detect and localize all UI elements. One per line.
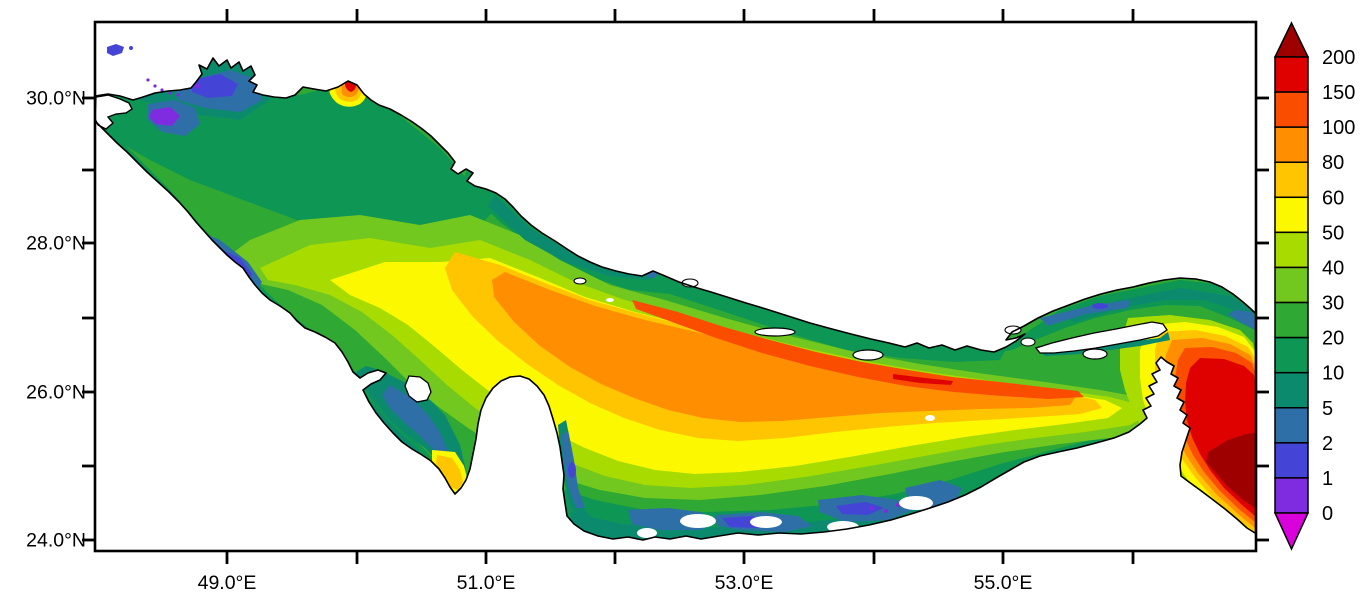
coastal-island-1 xyxy=(852,349,884,361)
y-axis-tick-label: 24.0°N xyxy=(26,530,86,552)
colorbar-tick-label: 80 xyxy=(1322,152,1344,174)
white-patch-south-1 xyxy=(680,514,716,528)
colorbar-tick-label: 100 xyxy=(1322,117,1355,139)
white-fleck-1 xyxy=(606,298,614,302)
coastal-island-4 xyxy=(1020,337,1036,347)
marsh-violet-dot-1 xyxy=(146,78,150,82)
coastal-island-6 xyxy=(573,277,587,285)
salwa-hotspot-amber xyxy=(436,455,463,490)
x-axis-tick-label: 53.0°E xyxy=(715,572,774,594)
colorbar-band xyxy=(1274,442,1309,479)
violet-dot-2 xyxy=(884,509,888,513)
colorbar-tick-label: 50 xyxy=(1322,222,1344,244)
x-axis-tick-label: 55.0°E xyxy=(974,572,1033,594)
deepblue-patch-south-2 xyxy=(836,502,884,515)
colorbar-tick-label: 2 xyxy=(1322,433,1333,455)
colorbar-band xyxy=(1274,407,1309,444)
y-axis-tick-label: 26.0°N xyxy=(26,382,86,404)
blue-patch-bahrain xyxy=(382,385,452,470)
deepblue-dot-qatar xyxy=(568,462,576,478)
colorbar-band xyxy=(1274,56,1309,93)
colorbar-tick-label: 5 xyxy=(1322,398,1333,420)
white-patch-south-5 xyxy=(637,528,657,538)
colorbar-band xyxy=(1274,477,1309,514)
hormuz-band-gt200 xyxy=(1206,433,1255,508)
bahrain-island xyxy=(404,375,432,403)
colorbar-tick-label: 200 xyxy=(1322,47,1355,69)
colorbar-band xyxy=(1274,266,1309,304)
colorbar-band xyxy=(1274,336,1309,374)
colorbar-tick-label: 30 xyxy=(1322,293,1344,315)
marsh-blue-blob xyxy=(107,44,124,56)
colorbar-band xyxy=(1274,301,1309,339)
colorbar-tick-label: 10 xyxy=(1322,363,1344,385)
colorbar-band xyxy=(1274,126,1309,163)
white-fleck-2 xyxy=(925,415,935,421)
teal-fringe-ne-coast xyxy=(1060,288,1255,322)
qeshm-island xyxy=(1034,321,1168,354)
coastal-island-3 xyxy=(1004,325,1022,335)
colorbar-tick-label: 40 xyxy=(1322,257,1344,279)
marsh-violet-dot-5 xyxy=(176,93,180,97)
islands xyxy=(94,94,1168,538)
blue-patch-ne-edge xyxy=(1228,310,1255,330)
marsh-violet-dot-4 xyxy=(168,91,172,95)
colorbar-band xyxy=(1274,196,1309,234)
colorbar-tick-label: 0 xyxy=(1322,503,1333,525)
marsh-blue-dot xyxy=(129,46,133,50)
colorbar-tick-label: 150 xyxy=(1322,82,1355,104)
colorbar-tick-label: 60 xyxy=(1322,187,1344,209)
colorbar-band xyxy=(1274,231,1309,269)
colorbar-arrow-top xyxy=(1273,21,1310,58)
y-axis-tick-label: 30.0°N xyxy=(26,88,86,110)
colorbar-arrow-bottom xyxy=(1273,512,1310,551)
deepblue-patch-delta xyxy=(192,74,238,98)
deepblue-dot-channel xyxy=(1092,303,1108,309)
plot-frame xyxy=(93,20,1258,553)
marsh-violet-dot-3 xyxy=(160,88,164,92)
colorbar-band xyxy=(1274,161,1309,199)
violet-dot-1 xyxy=(870,506,874,510)
violet-patch-nw xyxy=(149,107,180,126)
y-axis-tick-label: 28.0°N xyxy=(26,233,86,255)
violet-dot-3 xyxy=(896,503,900,507)
colorbar-tick-label: 1 xyxy=(1322,468,1333,490)
colorbar-band xyxy=(1274,91,1309,128)
depth-sliver-150-200 xyxy=(893,374,953,385)
colorbar-tick-label: 20 xyxy=(1322,328,1344,350)
coastal-island-2 xyxy=(1082,348,1108,360)
depth-band-100-150 xyxy=(632,300,1084,399)
axis-labels: 49.0°E 51.0°E 53.0°E 55.0°E 30.0°N 28.0°N 26.0… xyxy=(26,88,1032,595)
x-axis-tick-label: 49.0°E xyxy=(198,572,257,594)
violet-dot-4 xyxy=(195,83,201,89)
x-axis-tick-label: 51.0°E xyxy=(457,572,516,594)
marsh-violet-dot-2 xyxy=(153,84,157,88)
white-patch-south-4 xyxy=(899,496,933,510)
colorbar-band xyxy=(1274,371,1309,409)
coastline xyxy=(94,57,1256,541)
white-patch-south-2 xyxy=(750,516,782,528)
marsh-specks xyxy=(107,44,180,97)
kish-island xyxy=(754,327,796,337)
axis-ticks xyxy=(82,9,1269,564)
